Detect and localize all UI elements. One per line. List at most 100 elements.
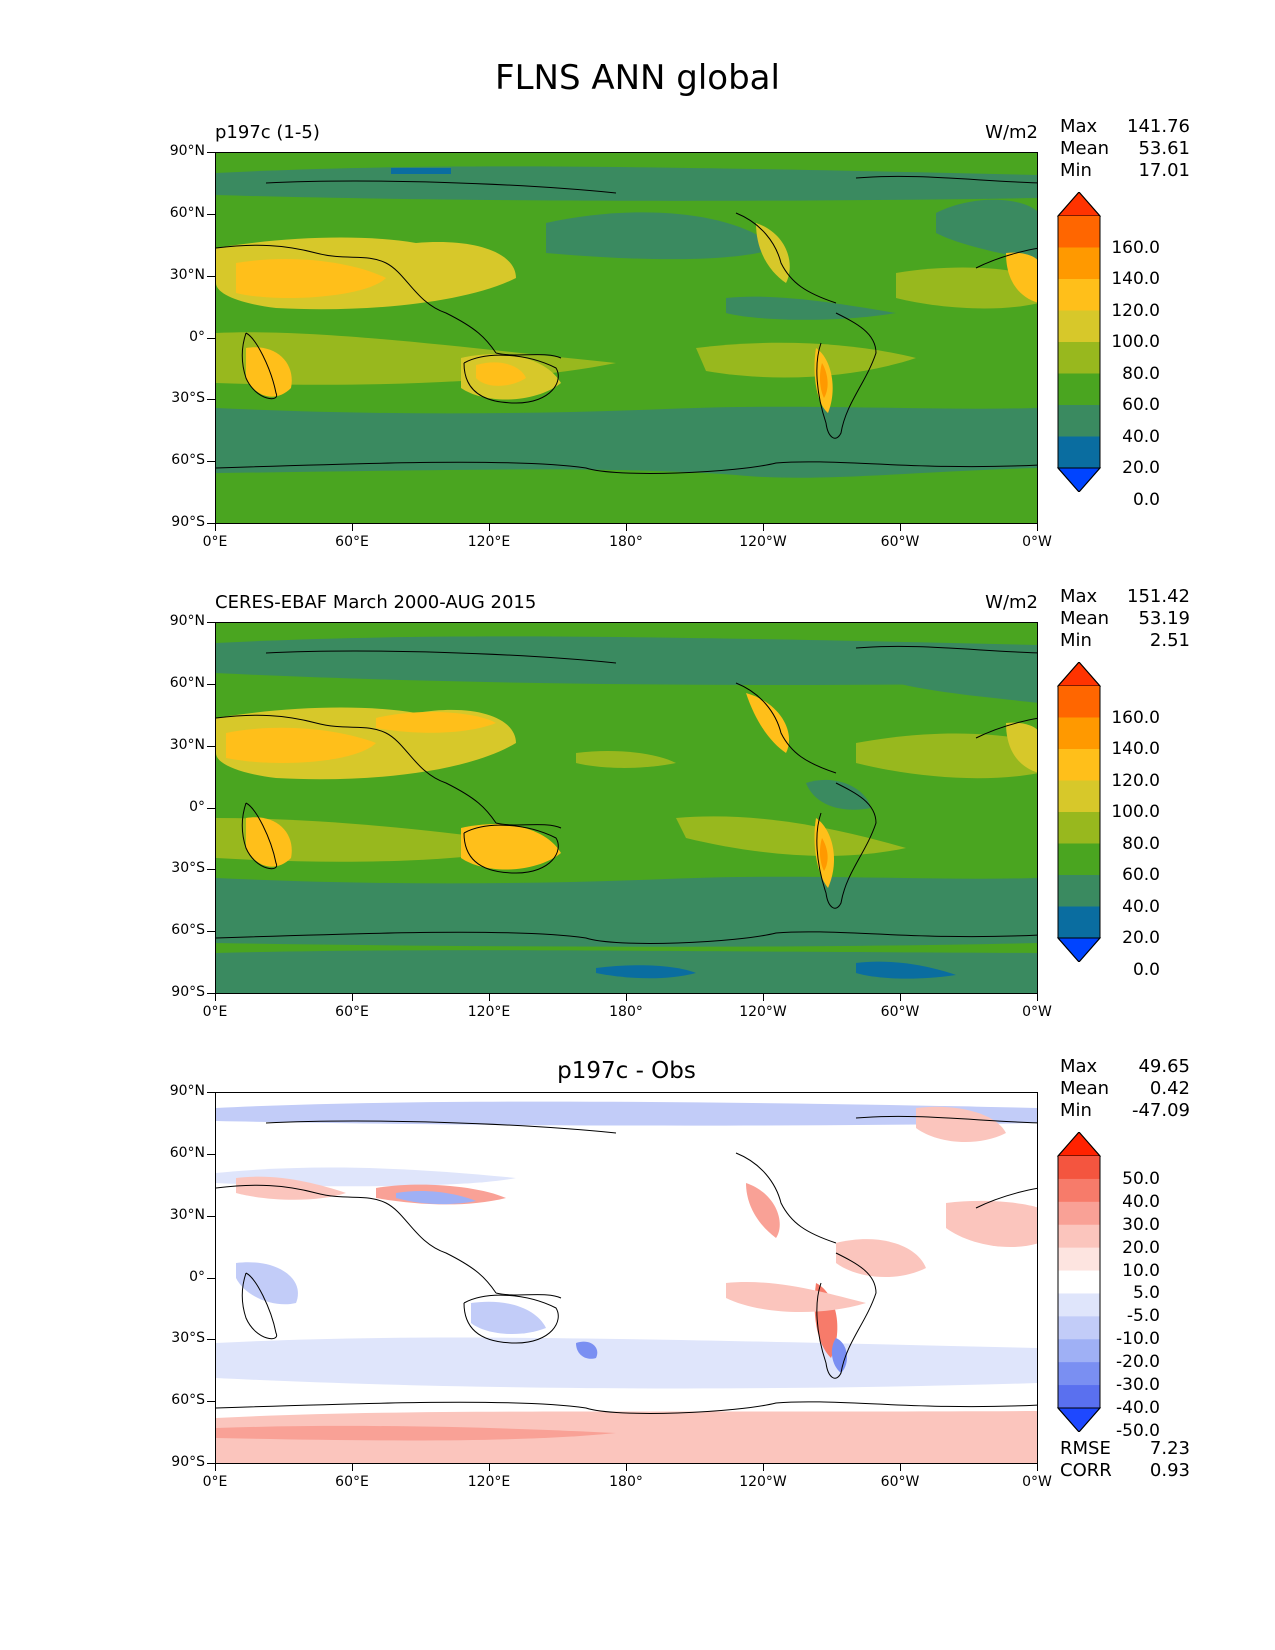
x-tick-label: 120°W <box>739 534 787 550</box>
y-tick-mark <box>207 337 215 339</box>
x-tick-label: 120°W <box>739 1004 787 1020</box>
colorbar-segment <box>1058 875 1100 907</box>
colorbar <box>1056 192 1102 492</box>
y-tick-mark <box>207 399 215 401</box>
x-tick-mark <box>215 994 216 1001</box>
colorbar-tick-label: 0.0 <box>1132 959 1160 980</box>
x-tick-label: 60°W <box>880 1004 920 1020</box>
y-tick-mark <box>207 745 215 747</box>
colorbar-segment <box>1058 1178 1100 1203</box>
x-tick-mark <box>489 524 490 531</box>
colorbar-tick-label: -30.0 <box>1116 1375 1160 1396</box>
x-tick-mark <box>352 524 353 531</box>
x-tick-mark <box>626 994 627 1001</box>
y-tick-label: 0° <box>189 1268 205 1285</box>
colorbar-tick-label: -50.0 <box>1116 1420 1160 1441</box>
y-tick-label: 60°S <box>171 1392 205 1409</box>
colorbar <box>1056 662 1102 962</box>
x-tick-label: 60°E <box>335 534 369 550</box>
stat-max-value: 141.76 <box>1127 116 1190 137</box>
colorbar-segment <box>1058 373 1100 406</box>
colorbar-segment <box>1058 216 1100 248</box>
colorbar-tick-label: 60.0 <box>1122 395 1160 415</box>
colorbar-segment <box>1058 1339 1100 1363</box>
x-tick-mark <box>352 994 353 1001</box>
colorbar-tick-label: 60.0 <box>1122 865 1160 885</box>
x-tick-label: 120°E <box>467 534 511 550</box>
rmse-value: 7.23 <box>1149 1438 1190 1459</box>
colorbar-extend-max <box>1056 192 1102 217</box>
y-tick-label: 0° <box>189 328 205 345</box>
stat-mean-value: 53.61 <box>1138 138 1190 159</box>
y-tick-label: 90°S <box>171 1454 205 1470</box>
y-tick-mark <box>207 523 215 524</box>
stat-min-label: Min <box>1060 160 1092 181</box>
colorbar-extend-min <box>1056 1407 1102 1432</box>
colorbar-extend-max <box>1056 1132 1102 1157</box>
x-tick-label: 60°E <box>335 1004 369 1020</box>
x-tick-mark <box>763 524 764 531</box>
x-tick-label: 180° <box>609 534 643 550</box>
colorbar-tick-label: 0.0 <box>1132 489 1160 510</box>
colorbar-outline <box>1057 662 1101 962</box>
y-tick-label: 30°S <box>171 390 205 407</box>
x-tick-mark <box>626 1464 627 1471</box>
stat-max-value: 151.42 <box>1127 586 1190 607</box>
colorbar-segment <box>1058 812 1100 844</box>
y-tick-mark <box>207 622 215 623</box>
colorbar-segment <box>1058 1270 1100 1294</box>
x-tick-mark <box>900 524 901 531</box>
y-tick-label: 0° <box>189 798 205 815</box>
y-tick-mark <box>207 807 215 809</box>
y-tick-label: 30°N <box>169 1206 205 1223</box>
x-tick-mark <box>1037 1464 1038 1471</box>
colorbar-extend-min <box>1056 937 1102 962</box>
colorbar-tick-label: 160.0 <box>1111 707 1160 728</box>
colorbar-outline <box>1057 192 1101 492</box>
colorbar-segment <box>1058 405 1100 437</box>
colorbar-tick-label: 80.0 <box>1122 363 1160 384</box>
x-tick-mark <box>763 1464 764 1471</box>
panel-units: W/m2 <box>985 122 1038 143</box>
x-tick-label: 0°W <box>1022 534 1052 550</box>
x-tick-label: 0°E <box>202 1004 228 1020</box>
y-tick-label: 90°N <box>169 143 205 159</box>
x-tick-label: 60°E <box>335 1474 369 1490</box>
rmse-label: RMSE <box>1060 1438 1111 1459</box>
colorbar-segment <box>1058 780 1100 813</box>
x-tick-mark <box>626 524 627 531</box>
x-tick-label: 180° <box>609 1474 643 1490</box>
y-tick-label: 30°N <box>169 736 205 753</box>
x-tick-label: 0°E <box>202 1474 228 1490</box>
colorbar-tick-label: 80.0 <box>1122 833 1160 854</box>
x-tick-mark <box>215 1464 216 1471</box>
x-tick-mark <box>900 994 901 1001</box>
x-tick-mark <box>489 1464 490 1471</box>
colorbar-tick-label: 10.0 <box>1122 1260 1160 1281</box>
stat-mean-label: Mean <box>1060 608 1110 629</box>
colorbar-segment <box>1058 279 1100 311</box>
x-tick-label: 180° <box>609 1004 643 1020</box>
stat-mean-value: 53.19 <box>1138 608 1190 629</box>
colorbar-tick-label: -5.0 <box>1126 1306 1160 1327</box>
y-tick-mark <box>207 213 215 215</box>
colorbar-tick-label: 140.0 <box>1111 739 1160 759</box>
y-tick-mark <box>207 152 215 153</box>
y-tick-mark <box>207 461 215 463</box>
x-tick-label: 60°W <box>880 534 920 550</box>
colorbar-tick-label: 40.0 <box>1122 426 1160 447</box>
colorbar-segment <box>1058 906 1100 939</box>
y-tick-mark <box>207 1339 215 1341</box>
stat-mean-label: Mean <box>1060 138 1110 159</box>
y-tick-mark <box>207 1277 215 1279</box>
y-tick-mark <box>207 1215 215 1217</box>
colorbar-segment <box>1058 436 1100 469</box>
colorbar-segment <box>1058 1224 1100 1249</box>
y-tick-label: 60°N <box>169 674 205 691</box>
colorbar-tick-label: 40.0 <box>1122 1191 1160 1212</box>
y-tick-mark <box>207 275 215 277</box>
x-tick-mark <box>1037 524 1038 531</box>
x-tick-mark <box>215 524 216 531</box>
x-tick-label: 120°E <box>467 1004 511 1020</box>
map-plot <box>215 622 1038 994</box>
